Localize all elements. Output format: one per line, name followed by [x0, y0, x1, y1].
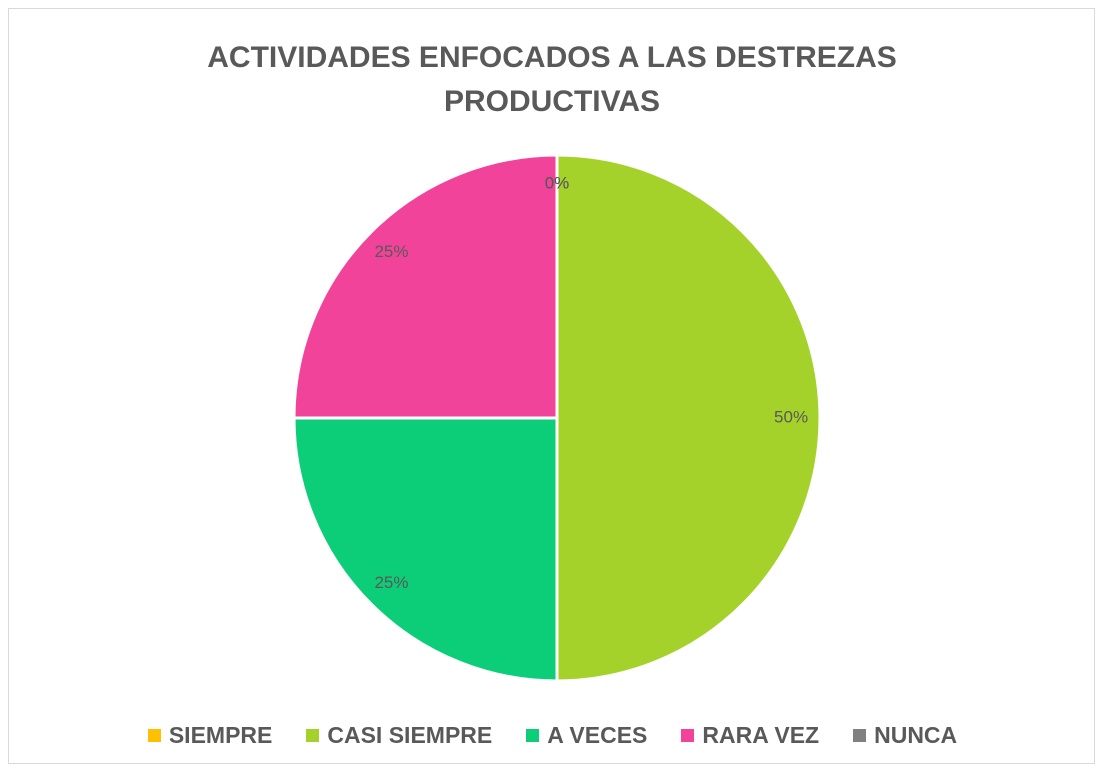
legend-swatch: [306, 729, 320, 742]
data-label: 50%: [774, 407, 808, 426]
chart-frame: [8, 8, 1095, 764]
pie-slice: [292, 416, 559, 683]
legend-item: RARA VEZ: [681, 722, 819, 749]
pie-slice: [555, 153, 822, 683]
data-label: 0%: [545, 173, 570, 192]
legend-label: CASI SIEMPRE: [327, 722, 493, 748]
legend-label: SIEMPRE: [168, 722, 273, 748]
legend-swatch: [853, 729, 867, 742]
legend: SIEMPRE CASI SIEMPRE A VECES RARA VEZ NUNCA: [0, 722, 1105, 749]
legend-item: SIEMPRE: [147, 722, 273, 749]
legend-item: A VECES: [526, 722, 647, 749]
data-label: 25%: [374, 573, 408, 592]
legend-item: CASI SIEMPRE: [306, 722, 492, 749]
legend-swatch: [681, 729, 695, 742]
pie-slice: [292, 153, 559, 420]
chart-title: ACTIVIDADES ENFOCADOS A LAS DESTREZAS PR…: [207, 41, 897, 118]
data-label: 0%: [545, 173, 570, 192]
legend-swatch: [147, 729, 161, 742]
legend-label: NUNCA: [874, 722, 958, 748]
legend-label: A VECES: [547, 722, 648, 748]
legend-swatch: [526, 729, 540, 742]
data-label: 25%: [374, 242, 408, 261]
legend-item: NUNCA: [853, 722, 957, 749]
legend-label: RARA VEZ: [702, 722, 820, 748]
